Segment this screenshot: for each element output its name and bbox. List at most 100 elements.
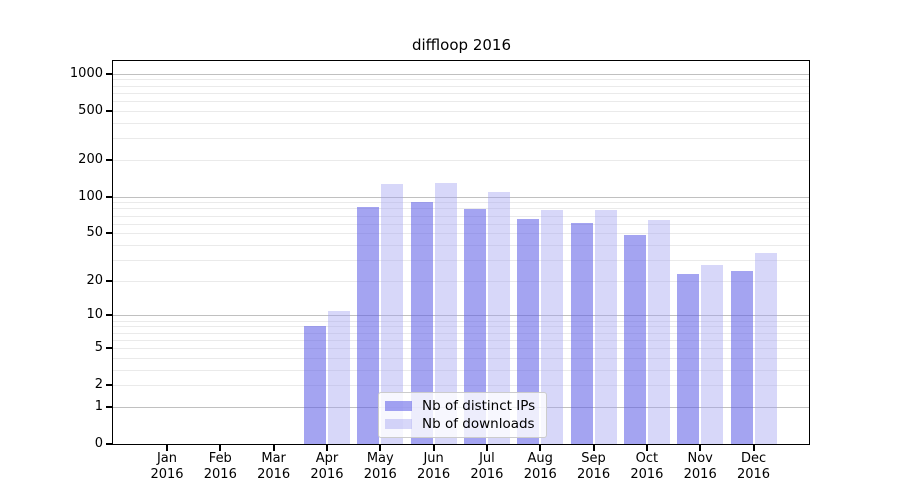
gridline-minor — [113, 369, 810, 371]
y-tick-label: 10 — [86, 307, 103, 323]
gridline-minor — [113, 223, 810, 225]
gridline-minor — [113, 332, 810, 334]
gridline-major — [113, 73, 810, 75]
gridline-minor — [113, 138, 810, 140]
y-tick-label: 200 — [78, 151, 103, 167]
y-tick-label: 500 — [78, 102, 103, 118]
bar-downloads-jun — [434, 182, 457, 444]
gridline-minor — [113, 326, 810, 328]
y-tick-label: 5 — [94, 339, 103, 355]
bar-ips-jun — [410, 202, 433, 444]
y-tick-mark — [106, 443, 112, 445]
y-tick-mark — [106, 279, 112, 282]
gridline-minor — [113, 215, 810, 217]
x-tick-mark — [752, 445, 755, 451]
legend-entry-distinct-ips: Nb of distinct IPs — [385, 398, 539, 414]
gridline-major — [113, 315, 810, 317]
x-tick-mark — [645, 445, 648, 451]
bar-ips-may — [357, 207, 380, 444]
x-tick-label-jan: Jan 2016 — [150, 451, 184, 482]
gridline-minor — [113, 347, 810, 349]
y-tick-mark — [106, 346, 112, 349]
bar-downloads-sep — [594, 210, 617, 444]
gridline-major — [113, 196, 810, 198]
gridline-minor — [113, 208, 810, 210]
x-tick-mark — [592, 445, 595, 451]
y-tick-mark — [106, 158, 112, 161]
y-tick-mark — [106, 72, 112, 75]
x-tick-mark — [699, 445, 702, 451]
bar-downloads-oct — [647, 220, 670, 444]
legend-swatch-downloads — [385, 419, 412, 429]
bar-downloads-nov — [701, 265, 724, 444]
legend-label-distinct-ips: Nb of distinct IPs — [422, 398, 536, 414]
bar-ips-nov — [677, 273, 700, 444]
bar-ips-apr — [303, 326, 326, 444]
gridline-minor — [113, 110, 810, 112]
x-tick-label-may: May 2016 — [363, 451, 397, 482]
gridline-minor — [113, 101, 810, 103]
bar-downloads-aug — [541, 210, 564, 444]
x-tick-mark — [485, 445, 488, 451]
y-tick-mark — [106, 195, 112, 198]
x-tick-mark — [539, 445, 542, 451]
gridline-minor — [113, 244, 810, 246]
y-tick-label: 1 — [94, 398, 103, 414]
x-tick-mark — [432, 445, 435, 451]
x-tick-label-aug: Aug 2016 — [523, 451, 557, 482]
x-tick-label-apr: Apr 2016 — [310, 451, 344, 482]
y-tick-label: 20 — [86, 272, 103, 288]
y-tick-mark — [106, 384, 112, 387]
x-tick-label-mar: Mar 2016 — [257, 451, 291, 482]
x-tick-mark — [272, 445, 275, 451]
gridline-minor — [113, 339, 810, 341]
legend: Nb of distinct IPs Nb of downloads — [378, 392, 547, 438]
bar-ips-aug — [517, 218, 540, 444]
gridline-minor — [113, 85, 810, 87]
gridline-minor — [113, 233, 810, 235]
x-tick-mark — [219, 445, 222, 451]
x-tick-label-jul: Jul 2016 — [470, 451, 504, 482]
bar-downloads-dec — [754, 253, 777, 444]
bar-ips-sep — [570, 222, 593, 444]
y-tick-label: 2 — [94, 377, 103, 393]
x-tick-mark — [166, 445, 168, 451]
x-tick-label-oct: Oct 2016 — [630, 451, 664, 482]
x-tick-label-jun: Jun 2016 — [417, 451, 451, 482]
gridline-minor — [113, 357, 810, 359]
bar-downloads-apr — [327, 310, 350, 444]
bar-ips-dec — [730, 271, 753, 444]
y-tick-label: 1000 — [69, 65, 103, 81]
gridline-minor — [113, 92, 810, 94]
x-tick-mark — [325, 445, 328, 451]
y-tick-mark — [106, 232, 112, 235]
bar-ips-oct — [623, 235, 646, 444]
y-tick-label: 0 — [94, 436, 103, 451]
y-tick-label: 100 — [78, 188, 103, 204]
x-tick-mark — [379, 445, 382, 451]
legend-swatch-distinct-ips — [385, 401, 412, 411]
gridline-minor — [113, 259, 810, 261]
legend-entry-downloads: Nb of downloads — [385, 416, 539, 432]
gridline-minor — [113, 280, 810, 282]
bar-downloads-jul — [487, 191, 510, 444]
plot-area — [113, 61, 810, 444]
x-tick-label-feb: Feb 2016 — [203, 451, 237, 482]
gridline-minor — [113, 202, 810, 204]
chart-title: diffloop 2016 — [411, 36, 511, 54]
y-tick-mark — [106, 109, 112, 112]
y-tick-mark — [106, 314, 112, 317]
gridline-minor — [113, 122, 810, 124]
y-tick-mark — [106, 405, 112, 408]
legend-label-downloads: Nb of downloads — [422, 416, 535, 432]
bar-downloads-may — [381, 183, 404, 444]
gridline-minor — [113, 320, 810, 322]
gridline-minor — [113, 79, 810, 81]
gridline-minor — [113, 385, 810, 387]
y-tick-label: 50 — [86, 225, 103, 241]
bar-ips-jul — [463, 209, 486, 444]
gridline-minor — [113, 159, 810, 161]
x-tick-label-dec: Dec 2016 — [736, 451, 771, 482]
x-tick-label-sep: Sep 2016 — [577, 451, 611, 482]
